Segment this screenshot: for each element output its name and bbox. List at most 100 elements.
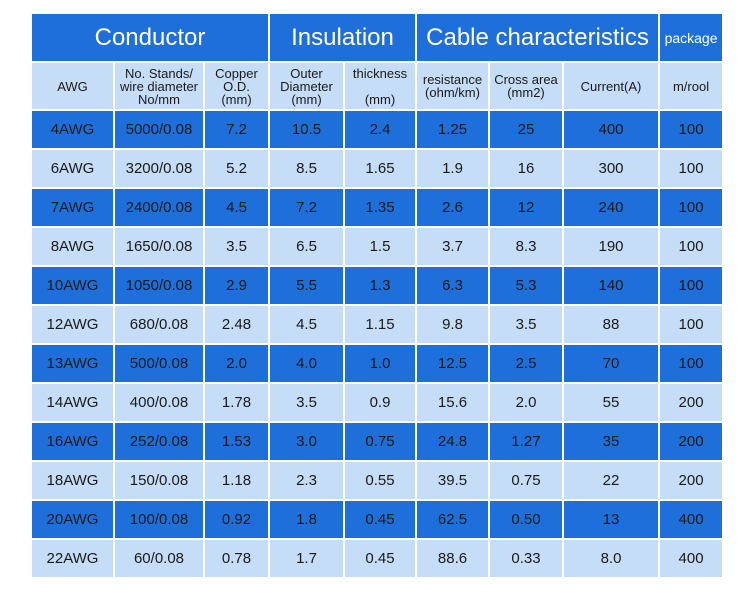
column-header: Outer Diameter (mm): [268, 61, 345, 111]
table-cell: 24.8: [415, 421, 490, 462]
table-cell: 400: [658, 538, 725, 579]
table-cell: 150/0.08: [113, 460, 205, 501]
table-body: Conductor Insulation Cable characteristics…: [30, 12, 725, 579]
table-cell: 400: [561, 109, 661, 150]
table-cell: 1.9: [415, 148, 490, 189]
table-cell: 3200/0.08: [113, 148, 205, 189]
table-cell: 0.33: [488, 538, 564, 579]
column-header: No. Stands/ wire diameter No/mm: [113, 61, 205, 111]
table-cell: 18AWG: [30, 460, 115, 501]
table-cell: 5.3: [488, 265, 564, 306]
table-cell: 2.5: [488, 343, 564, 384]
table-cell: 22AWG: [30, 538, 115, 579]
table-cell: 2.9: [203, 265, 270, 306]
table-cell: 6.3: [415, 265, 490, 306]
column-header: resistance (ohm/km): [415, 61, 490, 111]
table-cell: 1.25: [415, 109, 490, 150]
group-header: package: [658, 12, 725, 63]
table-row: 4AWG 5000/0.08 7.2 10.5 2.4 1.25 25 400 100: [30, 109, 725, 150]
table-row: 20AWG 100/0.08 0.92 1.8 0.45 62.5 0.50 13 400: [30, 499, 725, 540]
table-cell: 100: [658, 109, 725, 150]
table-cell: 0.75: [343, 421, 417, 462]
table-cell: 3.5: [203, 226, 270, 267]
table-cell: 7.2: [203, 109, 270, 150]
table-cell: 0.9: [343, 382, 417, 423]
table-cell: 0.50: [488, 499, 564, 540]
column-header: m/rool: [658, 61, 725, 111]
table-row: 7AWG 2400/0.08 4.5 7.2 1.35 2.6 12 240 100: [30, 187, 725, 228]
table-row: 14AWG 400/0.08 1.78 3.5 0.9 15.6 2.0 55 200: [30, 382, 725, 423]
column-header: Current(A): [561, 61, 661, 111]
table-cell: 15.6: [415, 382, 490, 423]
table-cell: 0.75: [488, 460, 564, 501]
table-cell: 6.5: [268, 226, 345, 267]
table-cell: 100/0.08: [113, 499, 205, 540]
table-cell: 10.5: [268, 109, 345, 150]
table-cell: 200: [658, 382, 725, 423]
table-row: 12AWG 680/0.08 2.48 4.5 1.15 9.8 3.5 88 100: [30, 304, 725, 345]
table-cell: 70: [561, 343, 661, 384]
table-row: 8AWG 1650/0.08 3.5 6.5 1.5 3.7 8.3 190 100: [30, 226, 725, 267]
table-cell: 2.6: [415, 187, 490, 228]
table-row: 6AWG 3200/0.08 5.2 8.5 1.65 1.9 16 300 100: [30, 148, 725, 189]
table-cell: 100: [658, 343, 725, 384]
table-cell: 2.4: [343, 109, 417, 150]
column-header: Copper O.D. (mm): [203, 61, 270, 111]
table-cell: 14AWG: [30, 382, 115, 423]
spec-table: Conductor Insulation Cable characteristics…: [30, 12, 725, 579]
table-cell: 5000/0.08: [113, 109, 205, 150]
table-cell: 200: [658, 460, 725, 501]
table-cell: 2400/0.08: [113, 187, 205, 228]
column-header-row: AWG No. Stands/ wire diameter No/mm Copper…: [30, 61, 725, 111]
group-header: Insulation: [268, 12, 417, 63]
table-cell: 100: [658, 304, 725, 345]
table-row: 13AWG 500/0.08 2.0 4.0 1.0 12.5 2.5 70 100: [30, 343, 725, 384]
table-cell: 100: [658, 265, 725, 306]
table-cell: 252/0.08: [113, 421, 205, 462]
table-cell: 1.0: [343, 343, 417, 384]
group-header: Cable characteristics: [414, 12, 661, 63]
table-cell: 3.0: [268, 421, 345, 462]
table-cell: 1.5: [343, 226, 417, 267]
table-cell: 1.15: [343, 304, 417, 345]
table-cell: 5.2: [203, 148, 270, 189]
table-cell: 4AWG: [30, 109, 115, 150]
table-cell: 12: [488, 187, 564, 228]
group-header-row: Conductor Insulation Cable characteristics…: [30, 12, 725, 63]
table-cell: 0.45: [343, 538, 417, 579]
table-cell: 12.5: [415, 343, 490, 384]
table-cell: 3.7: [415, 226, 490, 267]
table-cell: 1.3: [343, 265, 417, 306]
table-cell: 1.27: [488, 421, 564, 462]
table-cell: 0.92: [203, 499, 270, 540]
table-cell: 3.5: [268, 382, 345, 423]
table-cell: 1.8: [268, 499, 345, 540]
table-cell: 200: [658, 421, 725, 462]
table-cell: 3.5: [488, 304, 564, 345]
table-cell: 100: [658, 148, 725, 189]
group-header: Conductor: [30, 12, 270, 63]
table-cell: 140: [561, 265, 661, 306]
table-cell: 16AWG: [30, 421, 115, 462]
table-cell: 400/0.08: [113, 382, 205, 423]
table-cell: 1.7: [268, 538, 345, 579]
table-cell: 35: [561, 421, 661, 462]
table-cell: 8AWG: [30, 226, 115, 267]
table-cell: 5.5: [268, 265, 345, 306]
table-cell: 240: [561, 187, 661, 228]
table-row: 16AWG 252/0.08 1.53 3.0 0.75 24.8 1.27 35 200: [30, 421, 725, 462]
table-cell: 8.0: [561, 538, 661, 579]
table-cell: 39.5: [415, 460, 490, 501]
table-cell: 16: [488, 148, 564, 189]
table-cell: 55: [561, 382, 661, 423]
column-header: AWG: [30, 61, 115, 111]
table-cell: 0.45: [343, 499, 417, 540]
table-cell: 500/0.08: [113, 343, 205, 384]
table-cell: 8.3: [488, 226, 564, 267]
table-cell: 88: [561, 304, 661, 345]
table-cell: 400: [658, 499, 725, 540]
table-cell: 1.18: [203, 460, 270, 501]
table-cell: 4.5: [203, 187, 270, 228]
table-cell: 25: [488, 109, 564, 150]
table-cell: 20AWG: [30, 499, 115, 540]
